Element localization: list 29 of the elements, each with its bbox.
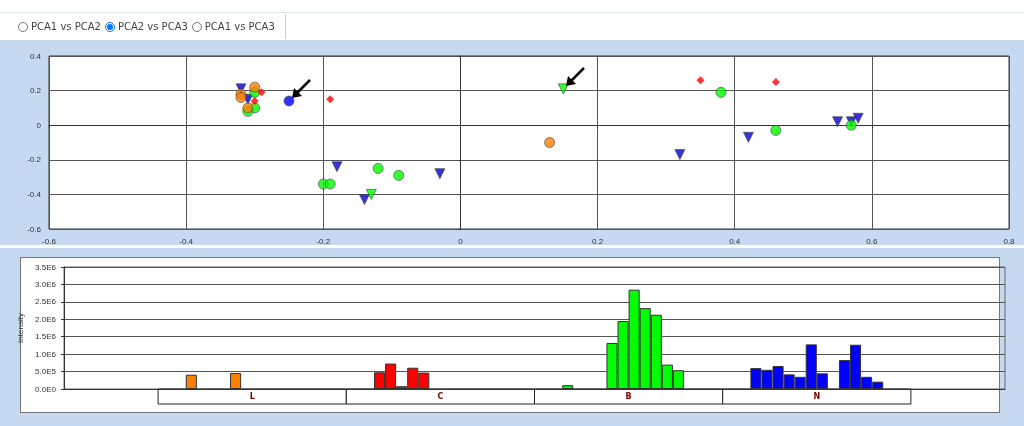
y-tick-label: 0.2 xyxy=(29,86,42,96)
x-tick-label: -0.4 xyxy=(179,236,194,246)
y-tick-label: -0.6 xyxy=(27,224,42,234)
y-axis-title: Intensity xyxy=(15,313,25,343)
y-tick-label: -0.2 xyxy=(27,155,42,165)
x-tick-label: 0.8 xyxy=(1003,236,1016,246)
y-tick-label: 2.0E6 xyxy=(35,314,57,324)
y-tick-label: 1.0E6 xyxy=(35,349,57,359)
text: PCA1 vs PCA2 xyxy=(30,21,101,32)
text: PCA2 vs PCA3 xyxy=(116,21,188,32)
y-tick-label: 5.0E5 xyxy=(35,367,57,377)
text: PCA1 vs PCA3 xyxy=(203,21,275,32)
x-tick-label: -0.2 xyxy=(316,236,331,246)
x-tick-label: 0.6 xyxy=(866,236,878,246)
y-tick-label: 0 xyxy=(36,120,42,130)
text: L xyxy=(249,392,255,401)
y-tick-label: 0.0E0 xyxy=(35,384,57,394)
y-tick-label: -0.4 xyxy=(27,189,42,199)
y-tick-label: 3.5E6 xyxy=(35,262,57,272)
text: N xyxy=(813,392,821,401)
x-tick-label: 0.2 xyxy=(592,236,604,246)
text: B xyxy=(625,392,632,401)
y-tick-label: 3.0E6 xyxy=(35,279,57,289)
y-tick-label: 2.5E6 xyxy=(35,297,57,307)
x-tick-label: 0.4 xyxy=(729,236,741,246)
text: C xyxy=(437,392,444,401)
y-tick-label: 0.4 xyxy=(29,51,42,61)
x-tick-label: 0 xyxy=(458,236,464,246)
y-tick-label: 1.5E6 xyxy=(35,332,57,342)
